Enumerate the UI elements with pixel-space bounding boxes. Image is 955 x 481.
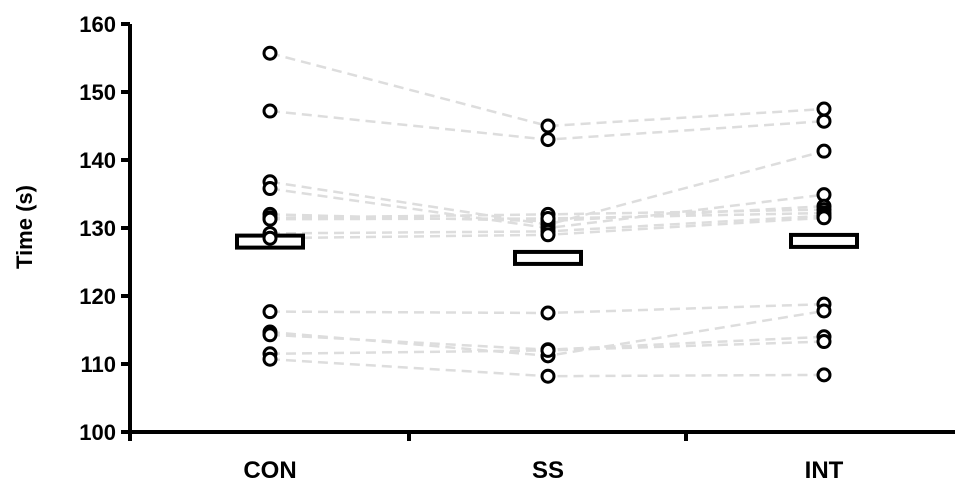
data-point [262, 211, 278, 227]
data-point [540, 227, 556, 243]
y-tick-label: 140 [79, 148, 116, 173]
mean-bar [513, 249, 583, 266]
data-point [816, 334, 832, 350]
data-points [262, 45, 832, 384]
data-point [816, 143, 832, 159]
data-point [540, 132, 556, 148]
data-point [816, 303, 832, 319]
data-point [816, 367, 832, 383]
y-axis-title: Time (s) [12, 185, 37, 269]
data-point [262, 45, 278, 61]
data-point [816, 210, 832, 226]
y-tick-label: 120 [79, 284, 116, 309]
y-ticks: 100 110 120 130 140 150 160 [79, 12, 130, 445]
x-category-label: SS [532, 457, 564, 481]
data-point [540, 305, 556, 321]
data-point [262, 304, 278, 320]
x-category-label: INT [805, 457, 844, 481]
subject-connector-line [269, 51, 825, 128]
data-point [262, 181, 278, 197]
mean-bar [789, 232, 859, 249]
y-tick-label: 150 [79, 80, 116, 105]
y-tick-label: 130 [79, 216, 116, 241]
data-point [540, 342, 556, 358]
data-point [262, 230, 278, 246]
y-tick-label: 100 [79, 420, 116, 445]
x-ticks: CON SS INT [128, 432, 844, 481]
data-point [540, 368, 556, 384]
data-point [540, 210, 556, 226]
data-point [262, 103, 278, 119]
x-category-label: CON [243, 457, 296, 481]
data-point [816, 113, 832, 129]
data-point [262, 327, 278, 343]
y-tick-label: 160 [79, 12, 116, 37]
data-point [816, 101, 832, 117]
y-tick-label: 110 [81, 352, 117, 377]
data-point [262, 351, 278, 367]
data-point [540, 118, 556, 134]
